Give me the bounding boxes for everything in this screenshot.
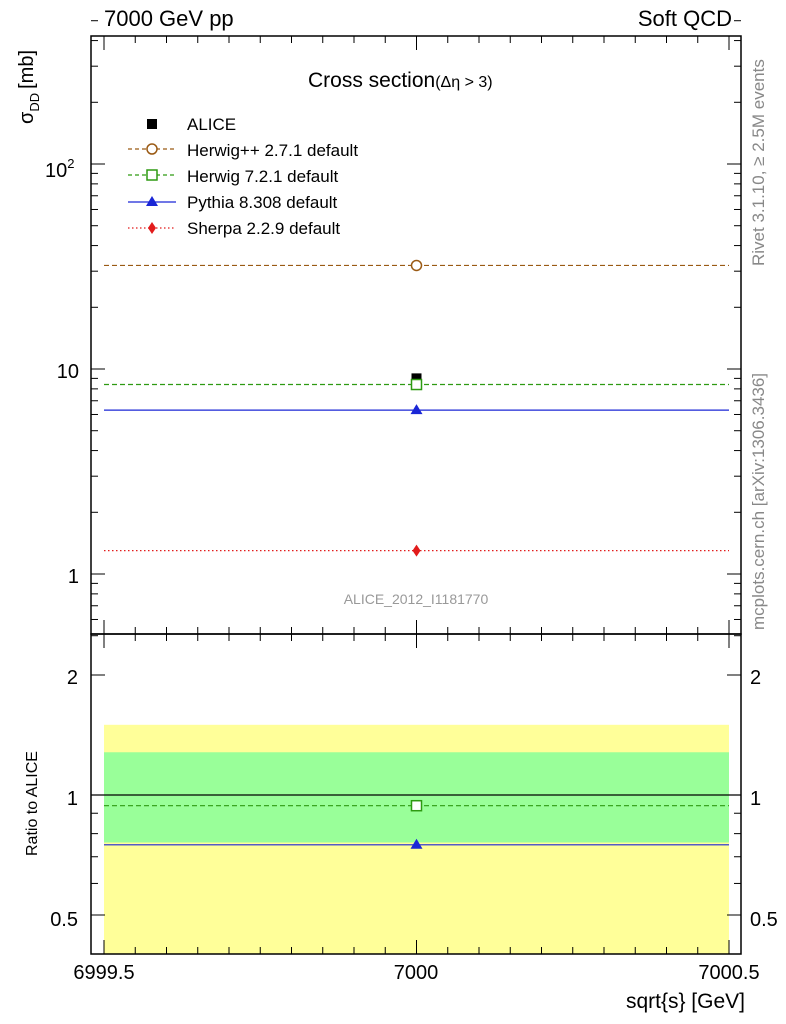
legend-marker-pythia xyxy=(146,196,158,206)
ratio-plot-frame xyxy=(90,633,742,955)
ratio-ytick-label-2-right: 2 xyxy=(750,667,761,689)
ratio-ylabel: Ratio to ALICE xyxy=(24,751,41,856)
legend: ALICE Herwig++ 2.7.1 default Herwig 7.2.… xyxy=(128,115,358,238)
legend-marker-herwig7 xyxy=(146,169,158,181)
ytick-label-1: 1 xyxy=(68,566,79,588)
header-left-label: 7000 GeV pp xyxy=(104,6,234,31)
ratio-band-stat-uncertainty xyxy=(104,752,729,843)
main-point-series-1 xyxy=(410,259,423,272)
legend-entry-herwigpp: Herwig++ 2.7.1 default xyxy=(128,141,358,160)
main-model-lines xyxy=(104,259,729,557)
ratio-point-series-2 xyxy=(410,838,423,849)
xtick-label-7000.5: 7000.5 xyxy=(698,962,759,984)
legend-marker-herwigpp xyxy=(146,143,158,155)
main-ylabel: σDD[mb] xyxy=(16,50,42,124)
xtick-label-6999.5: 6999.5 xyxy=(73,962,134,984)
ratio-ytick-label-1: 1 xyxy=(67,788,78,810)
xtick-label-7000: 7000 xyxy=(394,962,439,984)
main-point-series-3 xyxy=(410,404,423,415)
legend-entry-sherpa: Sherpa 2.2.9 default xyxy=(128,219,340,238)
legend-marker-alice xyxy=(147,119,157,129)
legend-marker-sherpa xyxy=(148,222,156,234)
main-point-series-2 xyxy=(410,378,423,391)
ratio-model-lines xyxy=(91,794,741,849)
legend-label-pythia: Pythia 8.308 default xyxy=(187,193,338,212)
legend-label-alice: ALICE xyxy=(187,115,236,134)
legend-label-herwig7: Herwig 7.2.1 default xyxy=(187,167,338,186)
header-right-label: Soft QCD xyxy=(637,6,732,31)
legend-label-sherpa: Sherpa 2.2.9 default xyxy=(187,219,340,238)
legend-entry-herwig7: Herwig 7.2.1 default xyxy=(128,167,338,186)
axis-ticks xyxy=(91,20,741,954)
analysis-watermark: ALICE_2012_I1181770 xyxy=(344,591,489,607)
legend-entry-alice: ALICE xyxy=(147,115,236,134)
ratio-uncertainty-bands xyxy=(104,724,729,954)
legend-entry-pythia: Pythia 8.308 default xyxy=(128,193,338,212)
main-title: Cross section(Δη > 3) xyxy=(308,69,493,92)
ratio-ytick-label-2: 2 xyxy=(67,667,78,689)
ytick-label-10: 10 xyxy=(57,361,79,383)
legend-label-herwigpp: Herwig++ 2.7.1 default xyxy=(187,141,358,160)
ratio-ytick-label-0.5: 0.5 xyxy=(50,909,78,931)
ytick-label-100: 102 xyxy=(45,156,74,182)
main-point-series-4 xyxy=(412,544,421,557)
xaxis-label: sqrt{s} [GeV] xyxy=(626,990,745,1013)
ratio-ytick-label-0.5-right: 0.5 xyxy=(750,909,778,931)
ratio-point-series-1 xyxy=(410,799,423,812)
main-point-series-0 xyxy=(411,373,422,384)
ratio-ytick-label-1-right: 1 xyxy=(750,788,761,810)
